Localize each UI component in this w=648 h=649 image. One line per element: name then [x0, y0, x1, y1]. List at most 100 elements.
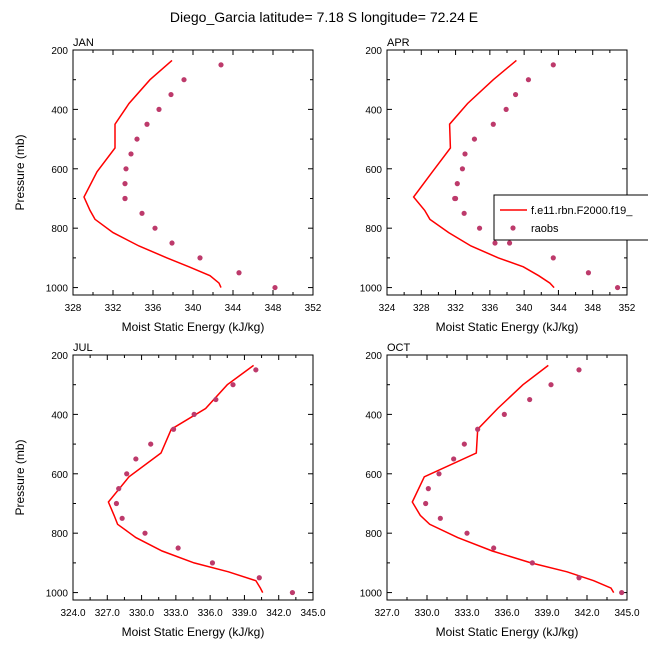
- raobs-marker: [503, 106, 509, 112]
- raobs-marker: [464, 530, 470, 536]
- raobs-marker: [197, 255, 203, 261]
- x-tick-label: 333.0: [454, 608, 479, 619]
- raobs-marker: [181, 77, 187, 83]
- x-tick-label: 340: [185, 303, 202, 314]
- y-tick-label: 600: [51, 470, 68, 481]
- raobs-marker: [123, 166, 129, 172]
- plot-frame: [72, 49, 314, 296]
- raobs-marker: [436, 471, 442, 477]
- raobs-marker: [122, 181, 128, 187]
- x-tick-label: 336.0: [198, 608, 223, 619]
- x-tick-label: 348: [265, 303, 282, 314]
- raobs-marker: [529, 560, 535, 566]
- raobs-marker: [253, 367, 259, 373]
- y-tick-label: 200: [51, 46, 68, 57]
- raobs-marker: [454, 181, 460, 187]
- x-axis-title: Moist Static Energy (kJ/kg): [436, 625, 579, 639]
- raobs-marker: [156, 106, 162, 112]
- x-axis-title: Moist Static Energy (kJ/kg): [122, 320, 265, 334]
- raobs-marker: [461, 441, 467, 447]
- panel-label: JAN: [73, 37, 94, 49]
- raobs-marker: [144, 121, 150, 127]
- y-tick-label: 600: [365, 165, 382, 176]
- x-tick-label: 324.0: [60, 608, 85, 619]
- y-tick-label: 800: [365, 224, 382, 235]
- model-line: [412, 59, 555, 289]
- x-tick-label: 344: [550, 303, 567, 314]
- x-tick-label: 345.0: [614, 608, 639, 619]
- y-tick-label: 1000: [360, 284, 383, 295]
- raobs-marker: [452, 195, 458, 202]
- y-axis-title: Pressure (mb): [13, 439, 27, 515]
- raobs-marker: [476, 225, 483, 231]
- x-tick-label: 339.0: [534, 608, 559, 619]
- raobs-marker: [576, 367, 582, 373]
- raobs-marker: [548, 382, 554, 388]
- x-tick-label: 324: [379, 303, 396, 314]
- raobs-marker: [128, 151, 134, 157]
- raobs-marker: [576, 575, 582, 581]
- panel-oct: 327.0 330.0 333.0 336.0 339.0 342.0 345.0 200 40…: [360, 342, 640, 639]
- x-tick-label: 345.0: [300, 608, 325, 619]
- x-axis-title: Moist Static Energy (kJ/kg): [122, 625, 265, 639]
- raobs-marker: [614, 284, 621, 291]
- raobs-marker: [209, 560, 216, 566]
- raobs-marker: [425, 486, 431, 492]
- raobs-marker: [175, 545, 181, 551]
- y-tick-label: 800: [51, 529, 68, 540]
- raobs-marker: [170, 426, 177, 432]
- y-tick-label: 400: [365, 105, 382, 116]
- raobs-marker: [272, 284, 278, 291]
- x-tick-label: 332: [105, 303, 122, 314]
- x-tick-label: 328: [413, 303, 430, 314]
- x-axis-title: Moist Static Energy (kJ/kg): [436, 320, 579, 334]
- x-tick-label: 352: [305, 303, 322, 314]
- raobs-marker: [134, 136, 140, 142]
- raobs-marker: [169, 240, 175, 246]
- raobs-marker: [512, 91, 519, 98]
- legend-model-label: f.e11.rbn.F2000.f19_: [531, 205, 633, 217]
- y-tick-label: 800: [365, 529, 382, 540]
- panel-apr: 324 328 332 336 340 344 348 352 200 400 600 800 1000…: [360, 37, 636, 334]
- raobs-marker: [527, 396, 533, 403]
- x-tick-label: 327.0: [374, 608, 399, 619]
- plot-frame: [386, 49, 628, 296]
- raobs-marker: [218, 62, 224, 68]
- raobs-marker: [139, 210, 145, 216]
- y-tick-label: 600: [51, 165, 68, 176]
- figure-title: Diego_Garcia latitude= 7.18 S longitude=…: [170, 9, 478, 25]
- raobs-marker: [230, 382, 236, 388]
- raobs-marker: [459, 166, 466, 172]
- raobs-marker: [451, 456, 457, 462]
- panel-label: APR: [387, 37, 410, 49]
- x-tick-label: 333.0: [163, 608, 188, 619]
- panel-label: JUL: [73, 342, 93, 354]
- x-tick-label: 330.0: [414, 608, 439, 619]
- raobs-marker: [236, 270, 242, 276]
- raobs-marker: [585, 270, 592, 276]
- y-tick-label: 800: [51, 224, 68, 235]
- y-tick-label: 200: [365, 351, 382, 362]
- y-tick-label: 400: [365, 410, 382, 421]
- raobs-marker: [113, 500, 120, 507]
- raobs-marker: [501, 411, 507, 417]
- x-tick-label: 340: [516, 303, 533, 314]
- raobs-marker: [491, 545, 497, 551]
- raobs-marker: [423, 500, 429, 507]
- raobs-marker: [471, 136, 478, 142]
- y-tick-label: 600: [365, 470, 382, 481]
- x-tick-label: 344: [225, 303, 242, 314]
- raobs-marker: [148, 441, 154, 447]
- raobs-marker: [124, 471, 130, 477]
- raobs-marker: [492, 240, 498, 246]
- y-axis-title: Pressure (mb): [13, 134, 27, 210]
- x-tick-label: 328: [65, 303, 82, 314]
- model-line: [83, 59, 222, 288]
- y-tick-label: 200: [365, 46, 382, 57]
- x-tick-label: 342.0: [266, 608, 291, 619]
- raobs-marker: [462, 151, 468, 157]
- raobs-marker: [152, 225, 158, 231]
- raobs-marker: [116, 486, 122, 492]
- raobs-marker: [461, 210, 467, 216]
